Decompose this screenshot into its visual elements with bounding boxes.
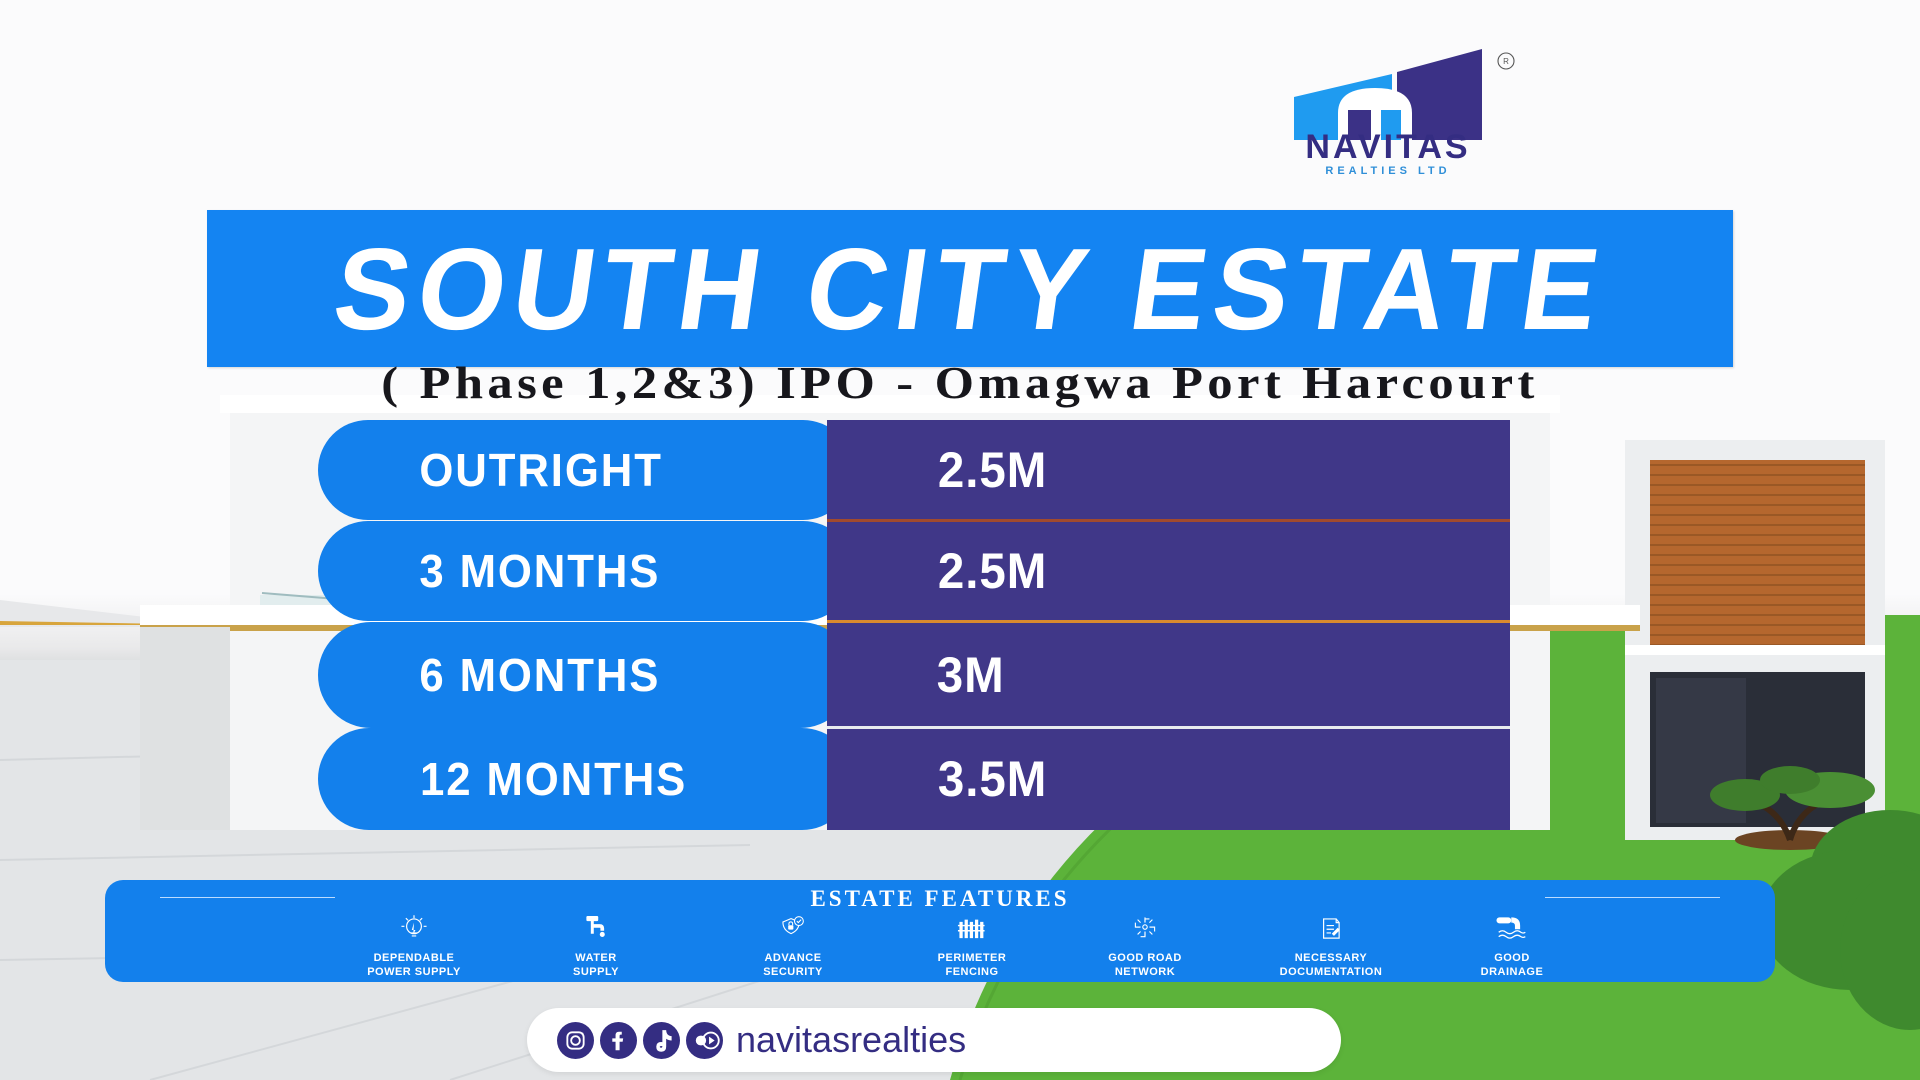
svg-text:R: R (1503, 57, 1509, 66)
svg-text:REALTIES LTD: REALTIES LTD (1325, 165, 1450, 176)
svg-text:NAVITAS: NAVITAS (1305, 128, 1470, 166)
